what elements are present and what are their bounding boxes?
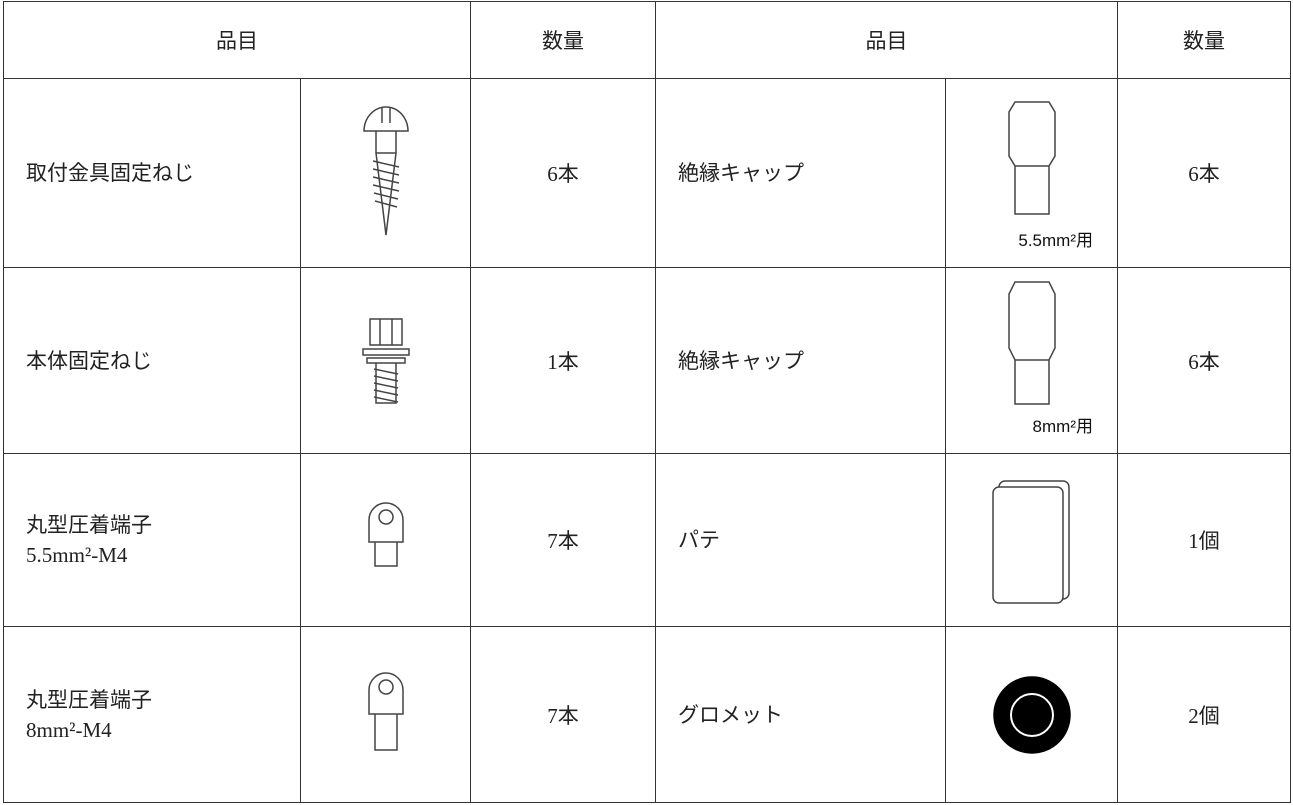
item-name: グロメット <box>655 626 946 803</box>
terminal-icon <box>367 502 404 567</box>
header-cell: 数量 <box>470 1 656 79</box>
item-qty: 6本 <box>1117 78 1291 268</box>
screw-icon <box>362 106 409 236</box>
item-name: パテ <box>655 453 946 627</box>
cap-icon <box>1007 280 1056 405</box>
header-row: 品目 数量 品目 数量 <box>3 1 1291 79</box>
terminal-icon <box>367 671 404 751</box>
parts-table: 品目 数量 品目 数量 取付金具固定ねじ 6本 絶縁キャップ 5.5mm²用 6… <box>3 1 1291 803</box>
header-cell: 数量 <box>1117 1 1291 79</box>
item-name: 取付金具固定ねじ <box>3 78 301 268</box>
row: 本体固定ねじ 1本 絶縁キャップ 8mm²用 6本 <box>3 267 1291 454</box>
icon-label: 5.5mm²用 <box>1018 231 1093 250</box>
name-line: 本体固定ねじ <box>26 348 152 373</box>
item-name: 丸型圧着端子 8mm²-M4 <box>3 626 301 803</box>
cap-icon <box>1007 100 1056 215</box>
icon-cell <box>300 626 471 803</box>
item-name: 丸型圧着端子 5.5mm²-M4 <box>3 453 301 627</box>
item-name: 絶縁キャップ <box>655 267 946 454</box>
grommet-icon <box>992 675 1071 754</box>
icon-cell: 8mm²用 <box>945 267 1118 454</box>
row: 丸型圧着端子 8mm²-M4 7本 グロメット 2個 <box>3 626 1291 803</box>
item-name: 本体固定ねじ <box>3 267 301 454</box>
item-qty: 2個 <box>1117 626 1291 803</box>
item-qty: 1本 <box>470 267 656 454</box>
item-qty: 1個 <box>1117 453 1291 627</box>
putty-icon <box>991 480 1070 604</box>
row: 取付金具固定ねじ 6本 絶縁キャップ 5.5mm²用 6本 <box>3 78 1291 268</box>
icon-cell <box>300 453 471 627</box>
icon-cell <box>300 267 471 454</box>
name-line: 丸型圧着端子 <box>26 513 152 537</box>
hex-screw-icon <box>361 317 410 404</box>
item-name: 絶縁キャップ <box>655 78 946 268</box>
icon-cell <box>945 626 1118 803</box>
item-qty: 7本 <box>470 626 656 803</box>
row: 丸型圧着端子 5.5mm²-M4 7本 パテ 1個 <box>3 453 1291 627</box>
icon-cell: 5.5mm²用 <box>945 78 1118 268</box>
header-cell: 品目 <box>3 1 471 79</box>
name-line: 丸型圧着端子 <box>26 687 152 712</box>
name-line: 8mm²-M4 <box>26 717 112 742</box>
name-line: 5.5mm²-M4 <box>26 543 128 567</box>
item-qty: 6本 <box>1117 267 1291 454</box>
item-qty: 7本 <box>470 453 656 627</box>
item-qty: 6本 <box>470 78 656 268</box>
name-line: 取付金具固定ねじ <box>26 161 194 185</box>
icon-cell <box>945 453 1118 627</box>
icon-cell <box>300 78 471 268</box>
header-cell: 品目 <box>655 1 1118 79</box>
icon-label: 8mm²用 <box>1032 417 1093 436</box>
